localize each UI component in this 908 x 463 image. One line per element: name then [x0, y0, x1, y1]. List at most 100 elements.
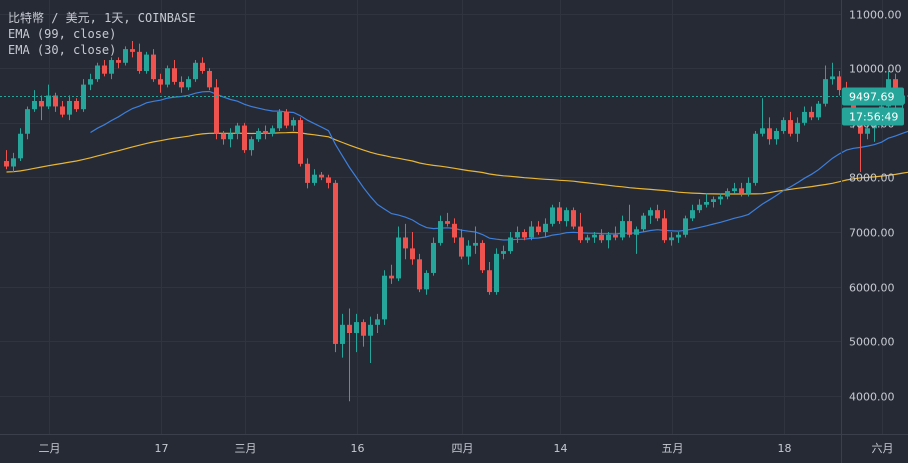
- candle: [816, 100, 821, 121]
- candle-body: [221, 133, 226, 140]
- candle: [592, 232, 597, 243]
- candle-body: [515, 232, 520, 238]
- candle-body: [711, 199, 716, 202]
- candle-body: [249, 139, 254, 151]
- candle: [669, 232, 674, 246]
- candle-body: [739, 188, 744, 194]
- candle-body: [151, 54, 156, 80]
- candle-body: [571, 210, 576, 227]
- candle-body: [32, 100, 37, 110]
- candle-body: [592, 234, 597, 238]
- candle-body: [662, 218, 667, 241]
- countdown-value: 17:56:49: [849, 111, 898, 124]
- candle: [403, 223, 408, 260]
- candle: [207, 68, 212, 91]
- candle-body: [872, 122, 877, 129]
- candle-body: [319, 174, 324, 178]
- x-tick-label: 14: [554, 442, 568, 455]
- candle: [263, 125, 268, 140]
- candle: [795, 117, 800, 142]
- candle: [809, 106, 814, 121]
- candle: [60, 100, 65, 118]
- candle: [4, 150, 9, 170]
- candle: [620, 215, 625, 241]
- candle-body: [438, 221, 443, 243]
- candle-body: [557, 207, 562, 222]
- candle-body: [774, 131, 779, 140]
- ema99-line: [6, 131, 908, 195]
- candle: [571, 207, 576, 230]
- chart-legend: 比特幣 / 美元, 1天, COINBASE EMA (99, close) E…: [8, 10, 196, 58]
- candle-body: [606, 234, 611, 241]
- candle-body: [326, 177, 331, 183]
- candle: [235, 122, 240, 140]
- candle-body: [354, 322, 359, 334]
- candle: [228, 128, 233, 148]
- candle: [508, 232, 513, 254]
- candle: [830, 62, 835, 85]
- legend-ema30[interactable]: EMA (30, close): [8, 43, 117, 57]
- x-axis[interactable]: 二月 17 三月 16 四月 14 五月 18 六月: [39, 442, 894, 455]
- candle-body: [795, 122, 800, 134]
- candle: [487, 262, 492, 295]
- candle-body: [165, 68, 170, 85]
- candle-body: [508, 237, 513, 252]
- candle-body: [641, 215, 646, 230]
- candle: [606, 232, 611, 249]
- grid: [0, 0, 883, 434]
- candle-body: [494, 253, 499, 293]
- candle: [312, 169, 317, 186]
- candle: [11, 152, 16, 172]
- candle-body: [627, 221, 632, 235]
- candle-body: [669, 237, 674, 241]
- candle: [382, 270, 387, 325]
- candle-body: [704, 201, 709, 205]
- candle-body: [431, 242, 436, 273]
- y-tick-label: 5000.00: [849, 336, 895, 349]
- candle: [424, 270, 429, 295]
- candle-body: [109, 60, 114, 74]
- candle-body: [179, 81, 184, 88]
- candle: [690, 204, 695, 222]
- candle: [739, 182, 744, 197]
- candle: [340, 313, 345, 358]
- candle: [354, 313, 359, 353]
- candle-body: [445, 221, 450, 224]
- candle-body: [725, 191, 730, 197]
- candle-body: [116, 60, 121, 63]
- candle-body: [67, 100, 72, 115]
- candle-body: [74, 100, 79, 110]
- candle: [39, 95, 44, 121]
- candle-body: [816, 103, 821, 118]
- candle: [522, 229, 527, 241]
- candle-body: [788, 120, 793, 134]
- candle-body: [781, 120, 786, 132]
- candle: [466, 240, 471, 265]
- candle: [711, 196, 716, 208]
- candle-body: [228, 133, 233, 140]
- countdown-box: [842, 107, 904, 126]
- candle: [410, 232, 415, 265]
- candle-body: [830, 76, 835, 80]
- candle-body: [60, 106, 65, 115]
- candle: [634, 226, 639, 254]
- candle-body: [767, 128, 772, 140]
- candle: [333, 180, 338, 353]
- candle: [676, 232, 681, 243]
- y-axis[interactable]: 11000.0010000.009000.008000.007000.00600…: [849, 9, 902, 404]
- candle-body: [25, 109, 30, 134]
- candle: [130, 40, 135, 58]
- legend-ema99[interactable]: EMA (99, close): [8, 27, 117, 41]
- candle: [599, 229, 604, 243]
- candle: [480, 240, 485, 273]
- candle-body: [417, 259, 422, 290]
- price-tag: 9497.69 17:56:49: [842, 87, 904, 126]
- candle-body: [697, 204, 702, 211]
- candle-body: [193, 62, 198, 80]
- candle: [200, 57, 205, 74]
- candle: [137, 43, 142, 74]
- candle: [214, 79, 219, 140]
- candle: [438, 215, 443, 246]
